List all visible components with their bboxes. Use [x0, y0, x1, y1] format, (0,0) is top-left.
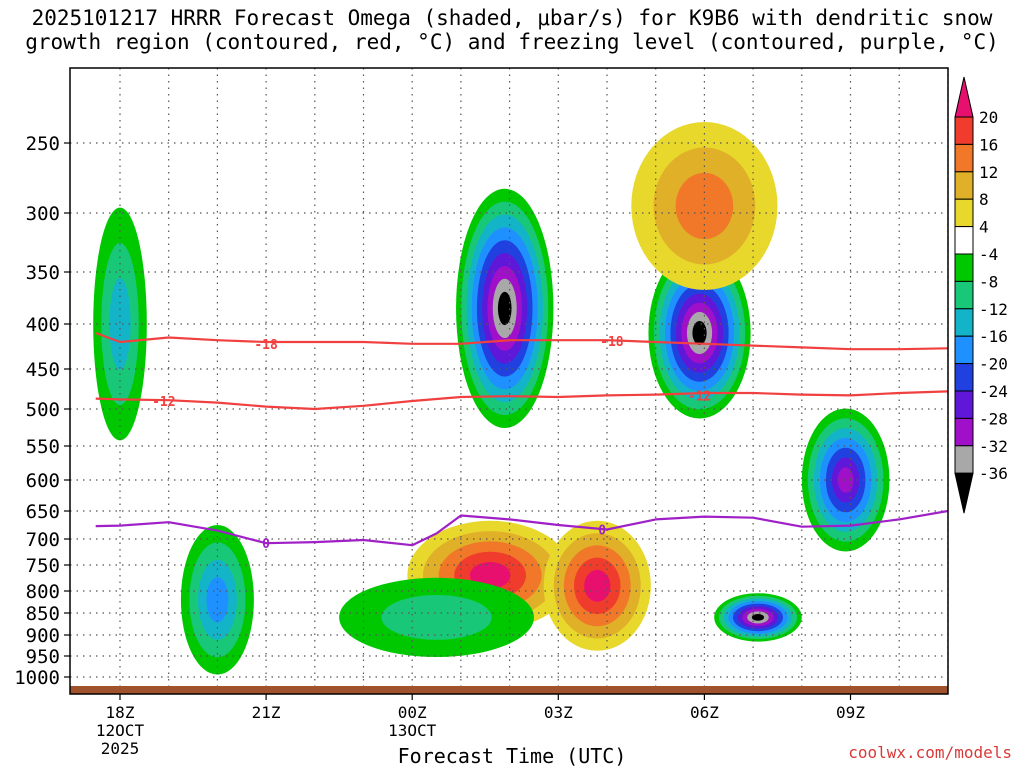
colorbar-label-8: -16: [979, 327, 1008, 346]
y-axis: 2503003504004505005506006507007508008509…: [14, 133, 70, 689]
x-tick-date-2: 13OCT: [388, 721, 437, 740]
y-tick-label-650: 650: [26, 501, 60, 523]
x-tick-year-0: 2025: [101, 739, 140, 758]
colorbar-label-9: -20: [979, 355, 1008, 374]
contour-lines: [95, 331, 948, 547]
y-tick-label-400: 400: [26, 314, 60, 336]
contour-labels: -18 -18 -12 -12 0 0: [152, 335, 711, 552]
colorbar-label-1: 16: [979, 135, 998, 154]
colorbar-label-0: 20: [979, 108, 998, 127]
omega-region-7-level-3: [206, 577, 229, 623]
omega-region-1-level-8: [692, 321, 707, 345]
x-tick-label-0: 18Z: [106, 703, 135, 722]
contour-label-4: 0: [262, 537, 270, 552]
omega-region-2-level-6: [837, 467, 854, 493]
colorbar-swatch-6: [954, 253, 974, 282]
contour-label-0: -18: [254, 338, 278, 353]
colorbar-label-2: 12: [979, 163, 998, 182]
colorbar-label-12: -32: [979, 437, 1008, 456]
x-tick-label-3: 03Z: [544, 703, 573, 722]
y-tick-label-750: 750: [26, 555, 60, 577]
colorbar-swatch-12: [954, 417, 974, 447]
y-tick-label-250: 250: [26, 133, 60, 155]
y-tick-label-350: 350: [26, 262, 60, 284]
y-tick-label-900: 900: [26, 625, 60, 647]
colorbar-swatch-11: [954, 390, 974, 419]
omega-region-9-level-1: [381, 595, 492, 640]
y-tick-label-500: 500: [26, 399, 60, 421]
omega-region-3-level-8: [751, 614, 765, 621]
colorbar-swatch-1: [954, 116, 974, 145]
colorbar-swatch-13: [954, 445, 974, 474]
x-tick-label-4: 06Z: [690, 703, 719, 722]
title-line-2: growth region (contoured, red, °C) and f…: [25, 30, 999, 54]
colorbar-label-5: -4: [979, 245, 998, 264]
colorbar-swatch-4: [954, 198, 974, 228]
colorbar-label-3: 8: [979, 190, 989, 209]
contour-label-5: 0: [598, 523, 606, 538]
y-tick-label-550: 550: [26, 436, 60, 458]
y-tick-label-300: 300: [26, 203, 60, 225]
colorbar-cap-top: [954, 76, 974, 118]
contour-label-3: -12: [688, 389, 711, 404]
omega-shading: [93, 122, 890, 675]
y-tick-label-1000: 1000: [14, 667, 60, 689]
x-axis-title: Forecast Time (UTC): [397, 744, 627, 768]
y-tick-label-600: 600: [26, 470, 60, 492]
colorbar-label-13: -36: [979, 464, 1008, 483]
chart-title: 2025101217 HRRR Forecast Omega (shaded, …: [0, 6, 1024, 54]
x-tick-label-2: 00Z: [398, 703, 427, 722]
colorbar: 20 16 12 8 4 -4 -8 -12 -16 -20 -24 -28 -32 -36: [954, 76, 1008, 514]
colorbar-swatch-7: [954, 280, 974, 310]
colorbar-label-6: -8: [979, 272, 998, 291]
omega-region-6-level-2: [109, 278, 131, 370]
y-tick-label-950: 950: [26, 646, 60, 668]
title-line-1: 2025101217 HRRR Forecast Omega (shaded, …: [31, 6, 993, 30]
colorbar-swatch-10: [954, 363, 974, 392]
colorbar-label-4: 4: [979, 218, 989, 237]
contour-label-1: -18: [600, 335, 624, 350]
colorbar-label-10: -24: [979, 382, 1008, 401]
omega-region-0-level-8: [497, 291, 512, 326]
ground-strip: [70, 686, 948, 694]
credit-link[interactable]: coolwx.com/models: [848, 743, 1012, 762]
colorbar-cap-bottom: [954, 472, 974, 514]
omega-region-5-level-4: [584, 569, 611, 602]
y-tick-label-850: 850: [26, 603, 60, 625]
y-tick-label-800: 800: [26, 581, 60, 603]
contour-label-2: -12: [152, 395, 175, 410]
colorbar-label-11: -28: [979, 409, 1008, 428]
y-tick-label-450: 450: [26, 359, 60, 381]
contour-line-1: [95, 390, 948, 411]
x-tick-label-5: 09Z: [836, 703, 865, 722]
plot-frame: [69, 67, 949, 695]
contour-line-2: [95, 509, 948, 547]
colorbar-swatch-9: [954, 335, 974, 365]
colorbar-swatch-5: [954, 226, 974, 255]
x-tick-label-1: 21Z: [252, 703, 281, 722]
colorbar-label-7: -12: [979, 300, 1008, 319]
colorbar-swatch-8: [954, 308, 974, 337]
contour-line-0: [95, 331, 948, 351]
colorbar-swatch-2: [954, 143, 974, 173]
colorbar-swatch-3: [954, 171, 974, 200]
x-tick-date-0: 12OCT: [96, 721, 145, 740]
y-tick-label-700: 700: [26, 529, 60, 551]
